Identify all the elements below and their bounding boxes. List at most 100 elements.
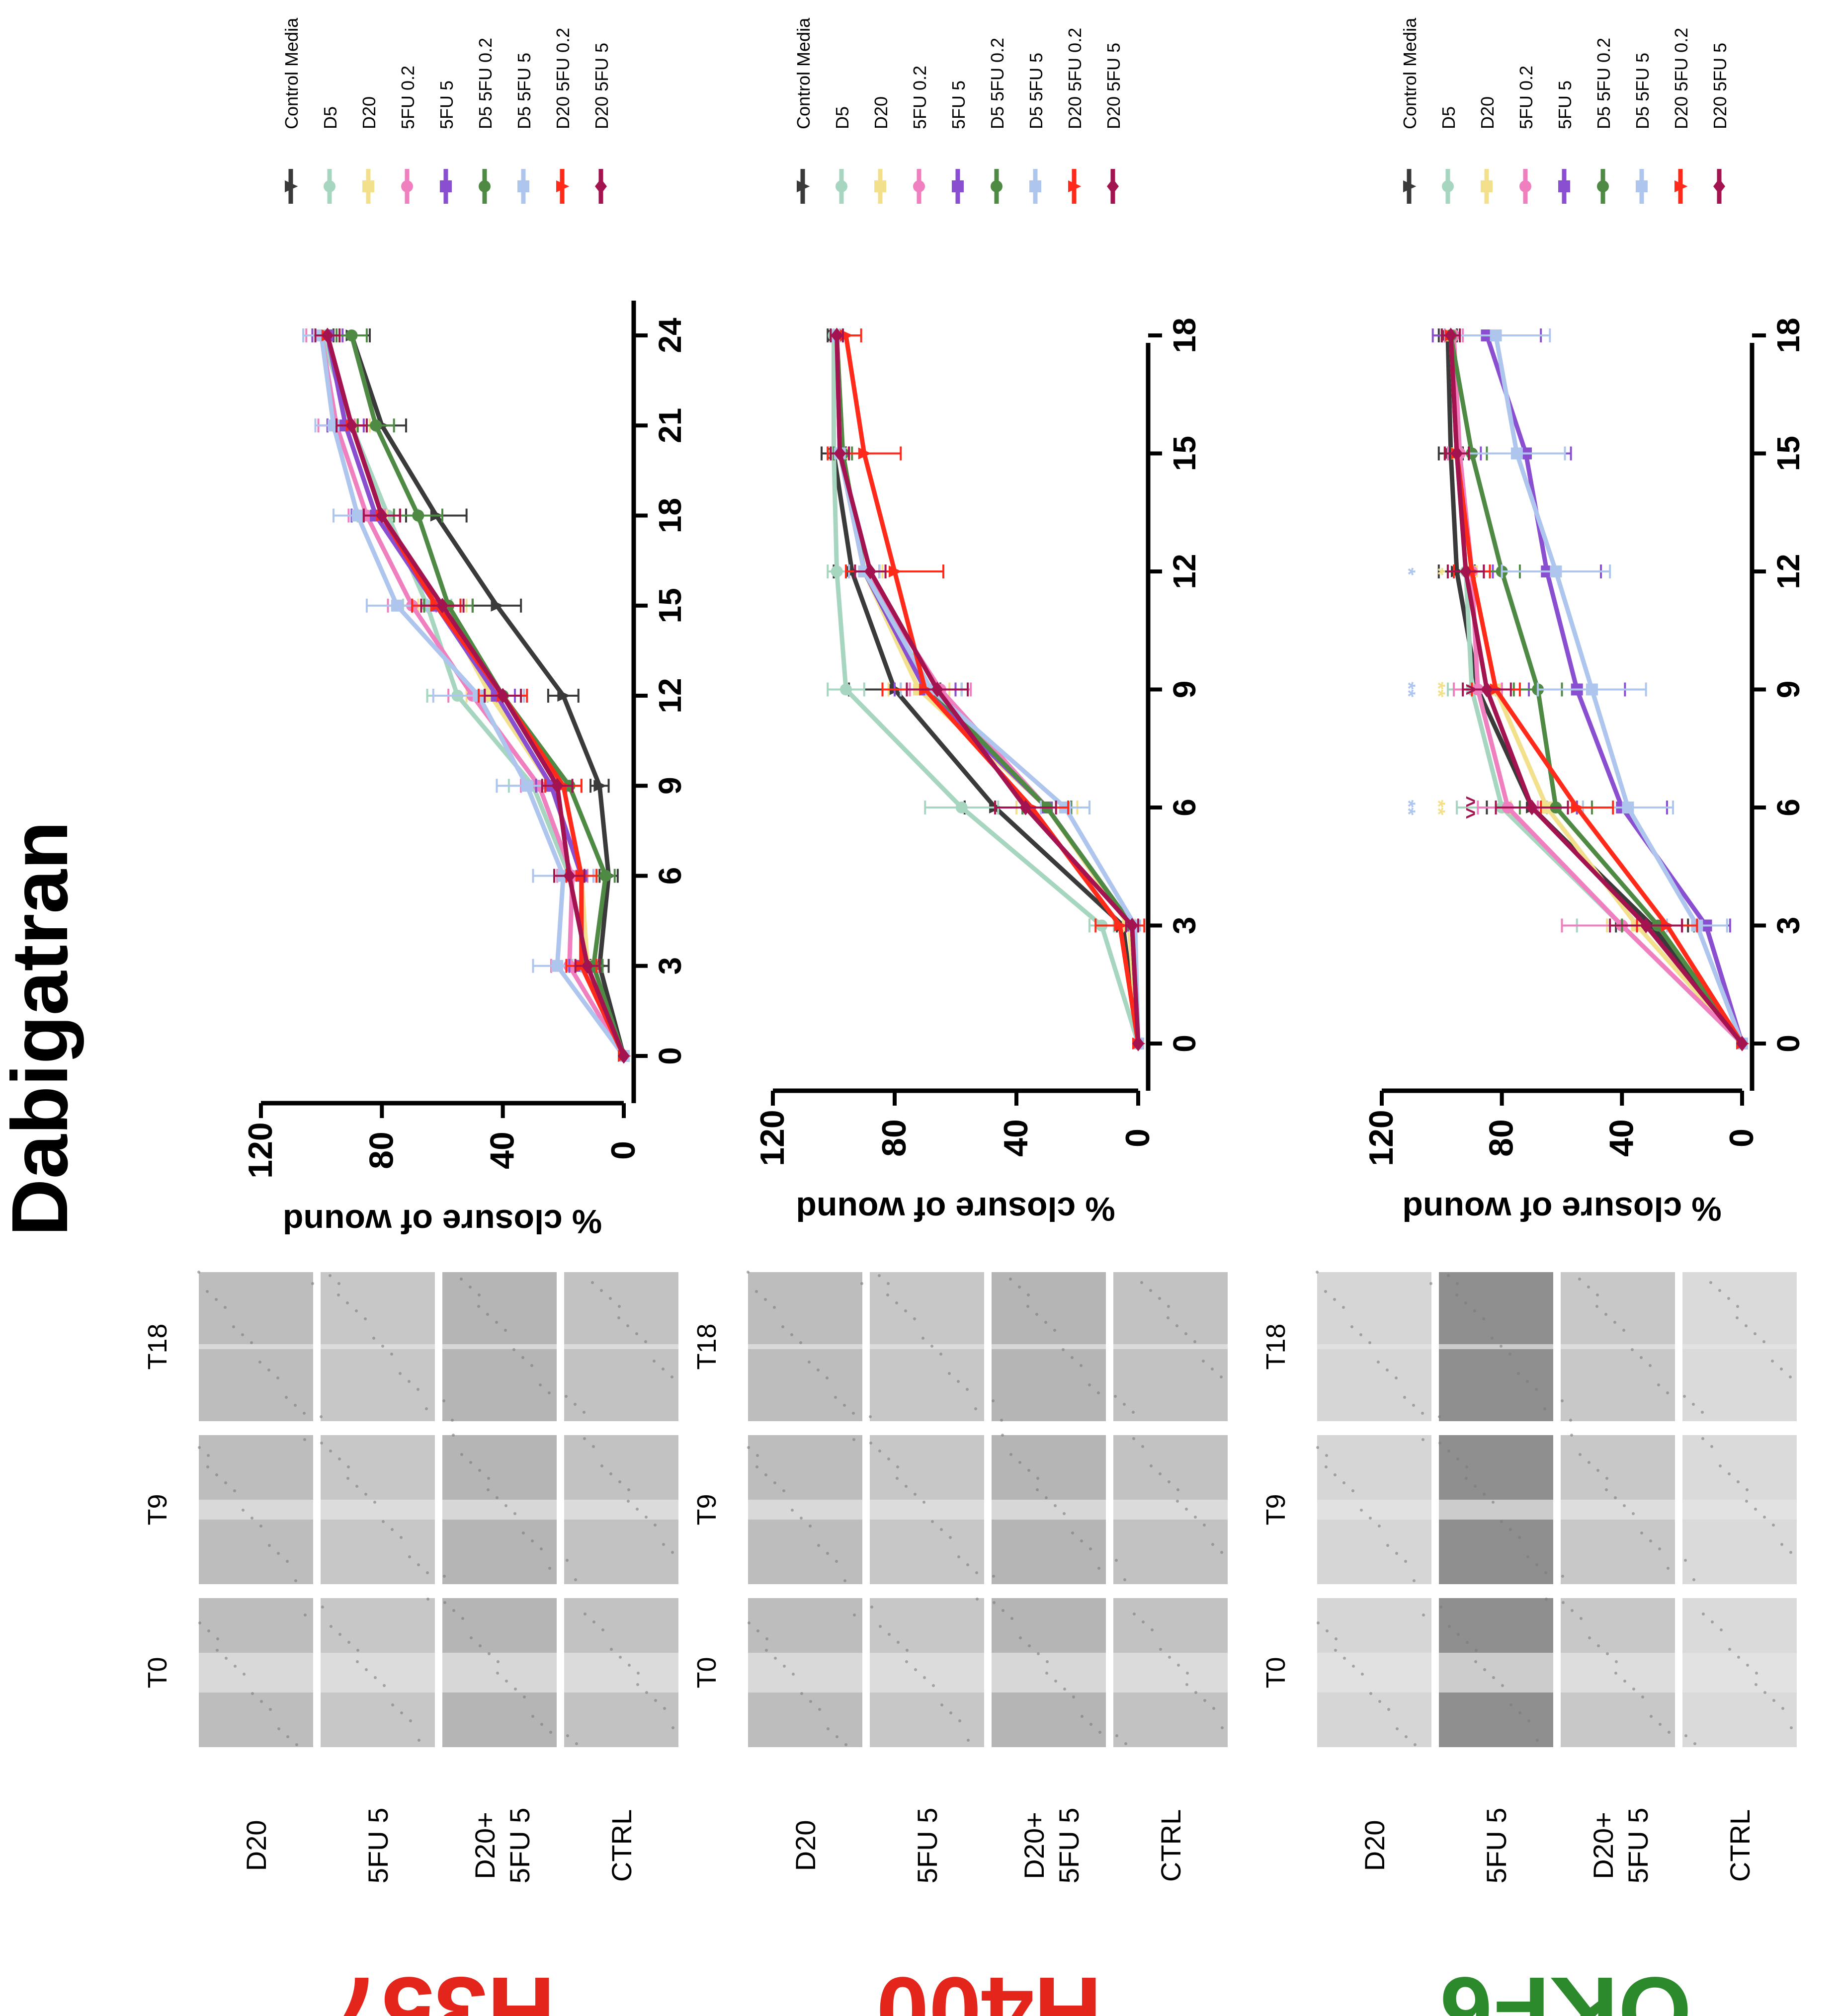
- cell-speck: [242, 1509, 245, 1512]
- cell-speck: [1631, 1348, 1634, 1351]
- cell-speck: [1045, 1496, 1048, 1499]
- cell-speck: [834, 1396, 837, 1399]
- legend-label: D5: [1438, 106, 1459, 129]
- y-tick-label: 40: [1602, 1119, 1640, 1157]
- cell-speck: [628, 1664, 631, 1667]
- cell-speck: [755, 1465, 758, 1468]
- cell-speck: [1789, 1375, 1792, 1378]
- cell-speck: [1132, 1411, 1135, 1414]
- cell-speck: [531, 1715, 534, 1718]
- cell-speck: [636, 1508, 639, 1511]
- cell-speck: [1177, 1664, 1180, 1667]
- cell-speck: [1360, 1509, 1363, 1512]
- wound-gap: [1113, 1344, 1228, 1349]
- cell-speck: [294, 1404, 297, 1407]
- cell-speck: [1124, 1742, 1127, 1745]
- cell-speck: [1123, 1578, 1126, 1581]
- legend-label: Control Media: [793, 17, 814, 129]
- cell-speck: [523, 1695, 526, 1698]
- cell-speck: [1438, 1415, 1441, 1418]
- cell-speck: [896, 1465, 899, 1468]
- cell-speck: [1088, 1383, 1091, 1386]
- cell-speck: [1755, 1672, 1758, 1675]
- legend-marker: [1558, 180, 1570, 192]
- cell-speck: [860, 1282, 863, 1285]
- legend-label: 5FU 5: [948, 81, 969, 129]
- legend-item-d5-5fu-0-2: D5 5FU 0.2: [987, 38, 1007, 204]
- cell-speck: [1561, 1399, 1564, 1402]
- legend-label: D5: [832, 106, 852, 129]
- cell-speck: [443, 1601, 446, 1604]
- cell-speck: [774, 1657, 777, 1660]
- cell-speck: [662, 1543, 665, 1546]
- legend-label: D5: [320, 106, 340, 129]
- cell-speck: [496, 1496, 499, 1499]
- x-tick-label: 18: [652, 498, 688, 533]
- cell-speck: [276, 1376, 279, 1379]
- cell-speck: [1413, 1579, 1416, 1582]
- cell-speck: [653, 1360, 656, 1363]
- cell-speck: [1026, 1305, 1029, 1308]
- cell-speck: [1684, 1559, 1687, 1562]
- time-label: T0: [1261, 1657, 1291, 1688]
- cell-speck: [878, 1274, 881, 1277]
- cell-speck: [1763, 1516, 1766, 1519]
- wound-gap: [1317, 1500, 1431, 1520]
- legend-item-d20-5fu-0-2: D20 5FU 0.2: [1671, 28, 1691, 204]
- cell-speck: [671, 1551, 674, 1554]
- cell-speck: [1746, 1488, 1749, 1491]
- cell-speck: [957, 1555, 960, 1558]
- x-tick-label: 15: [1167, 436, 1202, 471]
- cell-speck: [1098, 1731, 1101, 1734]
- legend-item-5fu-0-2: 5FU 0.2: [398, 66, 418, 204]
- cell-speck: [330, 1625, 333, 1628]
- cell-speck: [1649, 1364, 1652, 1367]
- x-tick-label: 6: [652, 867, 688, 885]
- cell-speck: [1396, 1727, 1399, 1730]
- legend-marker: [952, 180, 964, 192]
- wound-gap: [870, 1653, 984, 1693]
- cell-speck: [1063, 1688, 1066, 1691]
- cell-speck: [939, 1353, 942, 1356]
- cell-speck: [477, 1305, 480, 1308]
- legend-marker: [797, 180, 810, 192]
- cell-speck: [1351, 1489, 1354, 1492]
- data-point: [1550, 565, 1562, 577]
- cell-speck: [1325, 1454, 1328, 1457]
- wound-gap: [1682, 1344, 1797, 1349]
- cell-speck: [1193, 1340, 1196, 1343]
- cell-speck: [346, 1301, 349, 1304]
- cell-speck: [671, 1726, 674, 1729]
- cell-speck: [670, 1375, 673, 1378]
- wound-gap: [321, 1653, 435, 1693]
- cell-speck: [869, 1415, 872, 1418]
- cell-speck: [408, 1555, 411, 1558]
- y-axis-label: % closure of wound: [796, 1190, 1115, 1228]
- data-point: [582, 958, 593, 974]
- cell-speck: [303, 1438, 306, 1441]
- cell-speck: [755, 1290, 758, 1293]
- significance-annotation: *: [1397, 567, 1419, 575]
- cell-speck: [853, 1613, 856, 1616]
- wound-gap: [199, 1500, 313, 1520]
- cell-speck: [1036, 1477, 1039, 1480]
- legend-item-d5: D5: [832, 106, 852, 204]
- cell-speck: [1123, 1403, 1126, 1406]
- legend-label: 5FU 0.2: [1516, 66, 1536, 129]
- legend-label: D5 5FU 5: [514, 53, 534, 129]
- cell-speck: [1081, 1715, 1084, 1718]
- cell-speck: [1571, 1609, 1574, 1612]
- wound-gap: [1113, 1653, 1228, 1693]
- cell-speck: [1028, 1644, 1031, 1647]
- cell-speck: [992, 1575, 995, 1578]
- cell-speck: [765, 1637, 768, 1640]
- cell-speck: [338, 1633, 341, 1636]
- wound-gap: [992, 1344, 1106, 1349]
- cell-speck: [1342, 1306, 1345, 1309]
- cell-speck: [1509, 1703, 1512, 1706]
- cell-speck: [268, 1544, 271, 1547]
- cell-speck: [764, 1298, 767, 1301]
- x-tick-label: 3: [1770, 917, 1806, 935]
- cell-speck: [443, 1575, 446, 1578]
- treatment-label: 5FU 5: [1053, 1808, 1085, 1884]
